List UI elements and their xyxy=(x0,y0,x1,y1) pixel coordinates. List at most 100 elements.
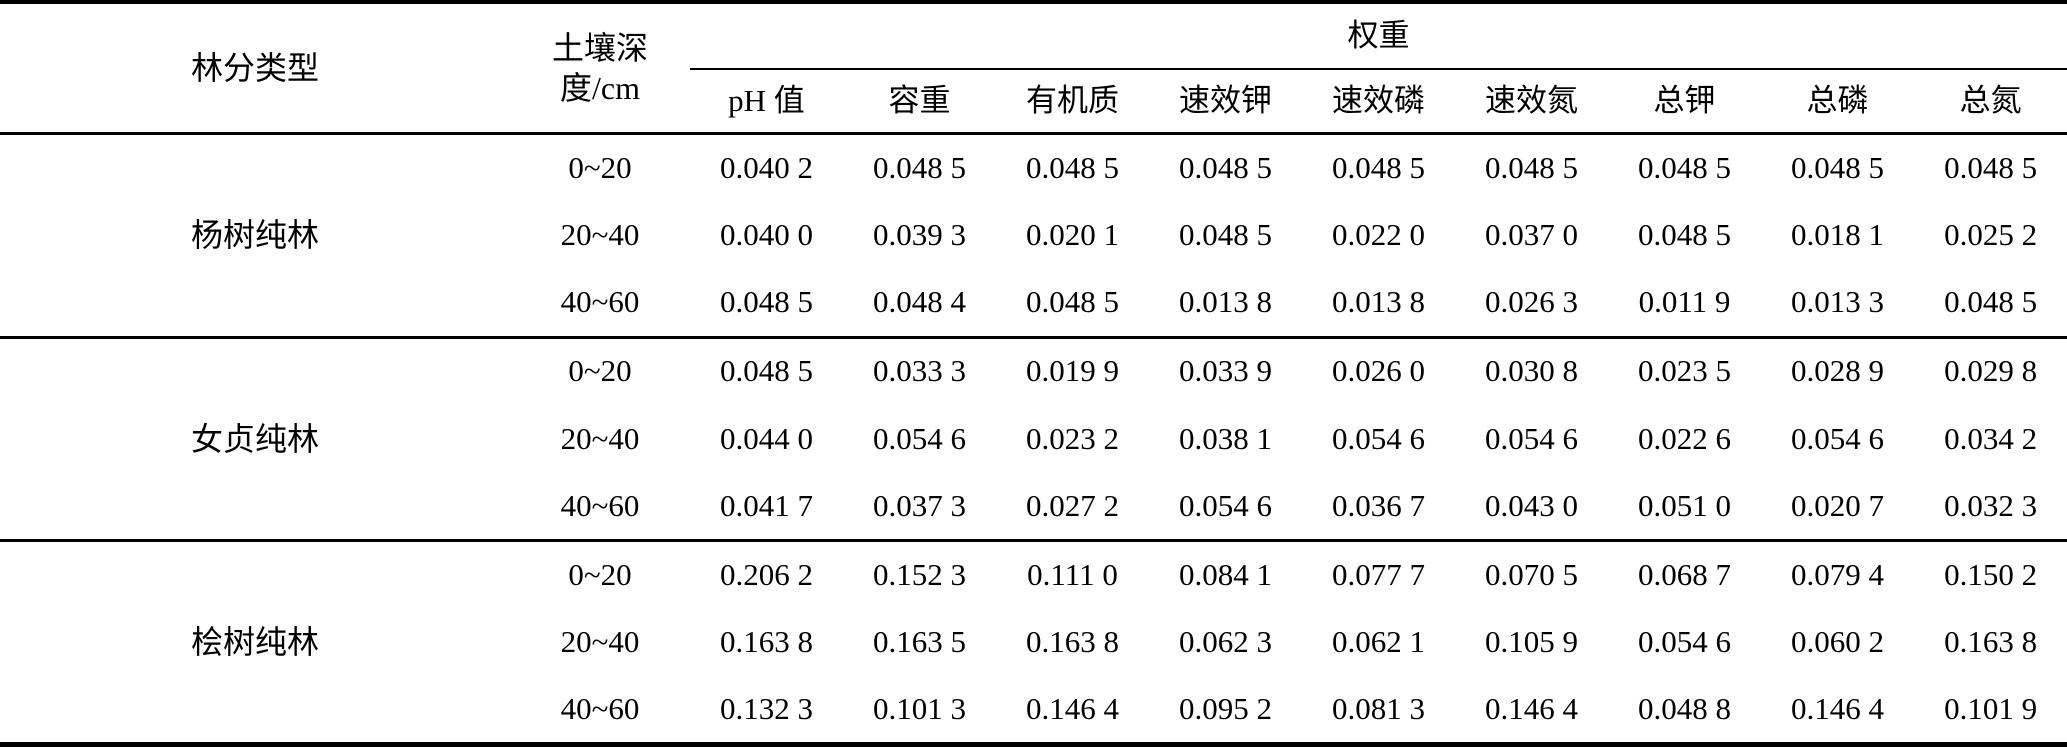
value-cell: 0.095 2 xyxy=(1179,690,1272,726)
value-cell: 0.081 3 xyxy=(1332,690,1425,726)
value-cell: 0.054 6 xyxy=(1638,624,1731,660)
table-row: 20~40 0.044 0 0.054 6 0.023 2 0.038 1 0.… xyxy=(0,405,2067,473)
value-cell: 0.054 6 xyxy=(1332,420,1425,456)
value-cell: 0.018 1 xyxy=(1791,216,1884,252)
header-bulk-density: 容重 xyxy=(888,82,951,118)
value-cell: 0.013 3 xyxy=(1791,284,1884,320)
header-ph: pH 值 xyxy=(728,82,805,118)
value-cell: 0.030 8 xyxy=(1485,353,1578,389)
group-poplar: 杨树纯林 0~20 0.040 2 0.048 5 0.048 5 0.048 … xyxy=(0,133,2067,338)
value-cell: 0.019 9 xyxy=(1026,353,1119,389)
header-soil-depth: 土壤深 度/cm xyxy=(510,2,690,134)
table-row: 桧树纯林 0~20 0.206 2 0.152 3 0.111 0 0.084 … xyxy=(0,541,2067,660)
value-cell: 0.048 5 xyxy=(1026,284,1119,320)
depth-cell: 40~60 xyxy=(560,284,640,320)
value-cell: 0.048 5 xyxy=(1332,149,1425,185)
group-name: 女贞纯林 xyxy=(190,420,319,457)
value-cell: 0.101 9 xyxy=(1944,690,2038,726)
header-available-k: 速效钾 xyxy=(1179,82,1272,118)
value-cell: 0.048 5 xyxy=(720,353,813,389)
value-cell: 0.048 5 xyxy=(1179,149,1272,185)
value-cell: 0.101 3 xyxy=(873,690,966,726)
value-cell: 0.163 8 xyxy=(720,624,813,660)
table-row: 20~40 0.163 8 0.163 5 0.163 8 0.062 3 0.… xyxy=(0,609,2067,677)
value-cell: 0.146 4 xyxy=(1791,690,1884,726)
header-weight-group: 权重 xyxy=(690,2,2067,70)
group-name: 桧树纯林 xyxy=(190,624,319,661)
value-cell: 0.022 6 xyxy=(1638,420,1731,456)
value-cell: 0.038 1 xyxy=(1179,420,1272,456)
depth-cell: 40~60 xyxy=(560,487,640,523)
table-header: 林分类型 土壤深 度/cm 权重 pH 值 容重 有机质 速效钾 速效磷 速效氮… xyxy=(0,2,2067,134)
header-soil-depth-line2: 度/cm xyxy=(560,70,640,106)
depth-cell: 20~40 xyxy=(560,216,640,252)
value-cell: 0.039 3 xyxy=(873,216,966,252)
value-cell: 0.025 2 xyxy=(1944,216,2038,252)
value-cell: 0.028 9 xyxy=(1791,353,1884,389)
value-cell: 0.048 5 xyxy=(1026,149,1119,185)
header-forest-type: 林分类型 xyxy=(190,50,319,86)
depth-cell: 20~40 xyxy=(560,420,640,456)
depth-cell: 20~40 xyxy=(560,624,640,660)
value-cell: 0.068 7 xyxy=(1638,557,1731,593)
value-cell: 0.077 7 xyxy=(1332,557,1425,593)
header-soil-depth-line1: 土壤深 xyxy=(551,30,648,66)
value-cell: 0.037 0 xyxy=(1485,216,1578,252)
value-cell: 0.037 3 xyxy=(873,487,966,523)
value-cell: 0.011 9 xyxy=(1638,284,1731,320)
value-cell: 0.033 3 xyxy=(873,353,966,389)
value-cell: 0.062 1 xyxy=(1332,624,1425,660)
value-cell: 0.020 1 xyxy=(1026,216,1119,252)
value-cell: 0.036 7 xyxy=(1332,487,1425,523)
value-cell: 0.111 0 xyxy=(1027,557,1118,593)
value-cell: 0.048 5 xyxy=(1485,149,1578,185)
header-organic-matter: 有机质 xyxy=(1026,82,1119,118)
value-cell: 0.163 5 xyxy=(873,624,966,660)
value-cell: 0.013 8 xyxy=(1332,284,1425,320)
value-cell: 0.023 2 xyxy=(1026,420,1119,456)
value-cell: 0.048 5 xyxy=(873,149,966,185)
depth-cell: 0~20 xyxy=(568,353,632,389)
value-cell: 0.013 8 xyxy=(1179,284,1272,320)
value-cell: 0.029 8 xyxy=(1944,353,2038,389)
value-cell: 0.048 5 xyxy=(1791,149,1884,185)
value-cell: 0.079 4 xyxy=(1791,557,1884,593)
value-cell: 0.060 2 xyxy=(1791,624,1884,660)
header-total-n: 总氮 xyxy=(1959,82,2022,118)
value-cell: 0.062 3 xyxy=(1179,624,1272,660)
group-name: 杨树纯林 xyxy=(190,217,319,254)
group-ligustrum: 女贞纯林 0~20 0.048 5 0.033 3 0.019 9 0.033 … xyxy=(0,337,2067,541)
value-cell: 0.051 0 xyxy=(1638,487,1731,523)
header-available-p: 速效磷 xyxy=(1332,82,1425,118)
value-cell: 0.026 3 xyxy=(1485,284,1578,320)
value-cell: 0.022 0 xyxy=(1332,216,1425,252)
value-cell: 0.041 7 xyxy=(720,487,813,523)
value-cell: 0.146 4 xyxy=(1026,690,1119,726)
value-cell: 0.040 2 xyxy=(720,149,813,185)
header-total-k: 总钾 xyxy=(1653,82,1716,118)
header-total-p: 总磷 xyxy=(1806,82,1869,118)
value-cell: 0.044 0 xyxy=(720,420,813,456)
depth-cell: 0~20 xyxy=(568,149,632,185)
value-cell: 0.054 6 xyxy=(1179,487,1272,523)
header-available-n: 速效氮 xyxy=(1485,82,1578,118)
value-cell: 0.054 6 xyxy=(873,420,966,456)
value-cell: 0.152 3 xyxy=(873,557,966,593)
value-cell: 0.043 0 xyxy=(1485,487,1578,523)
value-cell: 0.033 9 xyxy=(1179,353,1272,389)
table-row: 40~60 0.041 7 0.037 3 0.027 2 0.054 6 0.… xyxy=(0,473,2067,541)
value-cell: 0.054 6 xyxy=(1485,420,1578,456)
value-cell: 0.146 4 xyxy=(1485,690,1578,726)
group-juniper: 桧树纯林 0~20 0.206 2 0.152 3 0.111 0 0.084 … xyxy=(0,540,2067,745)
value-cell: 0.048 5 xyxy=(1944,149,2038,185)
value-cell: 0.084 1 xyxy=(1179,557,1272,593)
value-cell: 0.070 5 xyxy=(1485,557,1578,593)
value-cell: 0.163 8 xyxy=(1026,624,1119,660)
value-cell: 0.206 2 xyxy=(720,557,813,593)
value-cell: 0.023 5 xyxy=(1638,353,1731,389)
table-row: 20~40 0.040 0 0.039 3 0.020 1 0.048 5 0.… xyxy=(0,201,2067,269)
value-cell: 0.032 3 xyxy=(1944,487,2038,523)
value-cell: 0.150 2 xyxy=(1944,557,2038,593)
value-cell: 0.027 2 xyxy=(1026,487,1119,523)
